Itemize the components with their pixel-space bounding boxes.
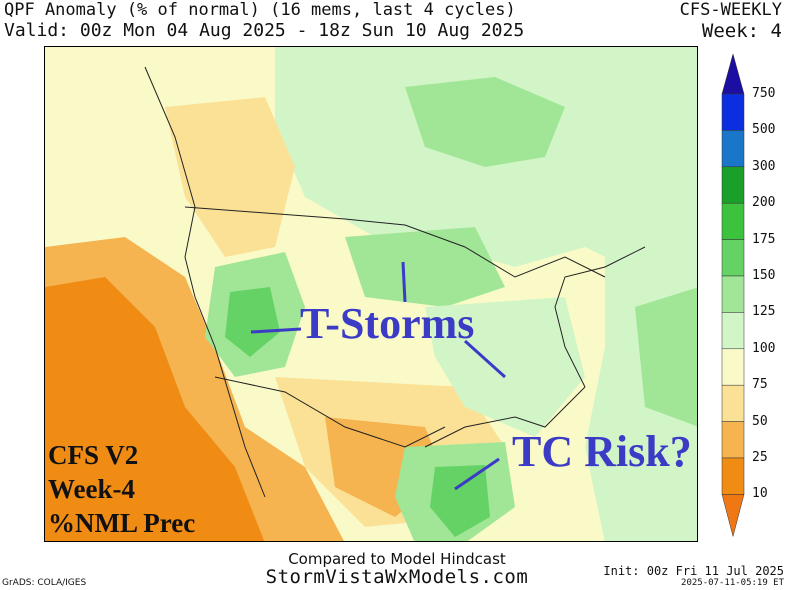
arrow-tstorms-north [401,261,407,303]
footer-init: Init: 00z Fri 11 Jul 2025 [603,564,784,578]
legend-label-125: 125 [752,304,776,320]
anomaly-region-atlantic-wet [585,207,697,541]
legend-label-75: 75 [752,377,768,393]
legend-box-100 [721,312,745,350]
anomaly-region-pacific-very-dry [45,277,265,541]
model-name: CFS-WEEKLY [679,0,782,20]
legend-label-175: 175 [752,231,776,247]
annotation-tstorms: T-Storms [300,299,475,348]
footer-site[interactable]: StormVistaWxModels.com [265,566,529,588]
footer-timestamp: 2025-07-11-05:19 ET [681,578,784,588]
annotation-cfs-line1: CFS V2 [48,440,139,470]
week-label: Week: 4 [701,20,782,42]
legend-label-10: 10 [752,486,768,502]
legend-label-50: 50 [752,413,768,429]
anomaly-region-gulf-core [430,465,490,537]
anomaly-region-hudson [465,167,585,237]
legend-box-75 [721,348,745,386]
legend-label-100: 100 [752,340,776,356]
arrow-tstorms-west [250,327,302,334]
legend-box-150 [721,239,745,277]
legend-box-175 [721,202,745,240]
anomaly-region-midwest-wet [345,227,505,307]
legend-box-300 [721,130,745,168]
legend-box-500 [721,93,745,131]
arrow-tc-risk [454,457,500,491]
legend-label-25: 25 [752,450,768,465]
annotation-cfs-line2: Week-4 [48,474,135,504]
legend-box-200 [721,166,745,204]
anomaly-region-canada-wet [405,77,565,167]
anomaly-region-west-dry [165,97,295,257]
annotation-cfs-label: CFS V2 Week-4 %NML Prec [48,438,195,540]
legend-top-arrow [721,53,745,95]
legend-label-150: 150 [752,268,776,283]
annotation-cfs-line3: %NML Prec [48,508,196,538]
legend-label-300: 300 [752,158,776,174]
coastline-gulf [424,386,586,448]
legend-box-125 [721,275,745,313]
coastline-west [144,66,266,498]
anomaly-region-east-wet [425,297,585,437]
precip-anomaly-map [44,46,698,542]
legend-label-500: 500 [752,122,776,138]
us-canada-border [184,206,606,278]
arrow-tstorms-east [463,339,507,379]
legend-bottom-arrow [721,494,745,538]
footer-grads: GrADS: COLA/IGES [2,578,87,588]
anomaly-region-atlantic-moist [635,287,697,427]
legend-color-bar [721,53,745,538]
anomaly-region-rockies-core [225,287,280,357]
footer-compared: Compared to Model Hindcast [288,550,506,568]
us-mexico-border [214,376,446,448]
map-svg [45,47,697,541]
chart-title: QPF Anomaly (% of normal) (16 mems, last… [4,0,516,20]
annotation-tc-risk: TC Risk? [512,427,692,476]
coastline-east [554,246,646,388]
legend-box-25 [721,421,745,459]
legend-box-10 [721,457,745,495]
legend-label-200: 200 [752,195,776,211]
legend-box-50 [721,384,745,422]
legend-label-750: 750 [752,86,776,101]
valid-period: Valid: 00z Mon 04 Aug 2025 - 18z Sun 10 … [4,20,525,41]
